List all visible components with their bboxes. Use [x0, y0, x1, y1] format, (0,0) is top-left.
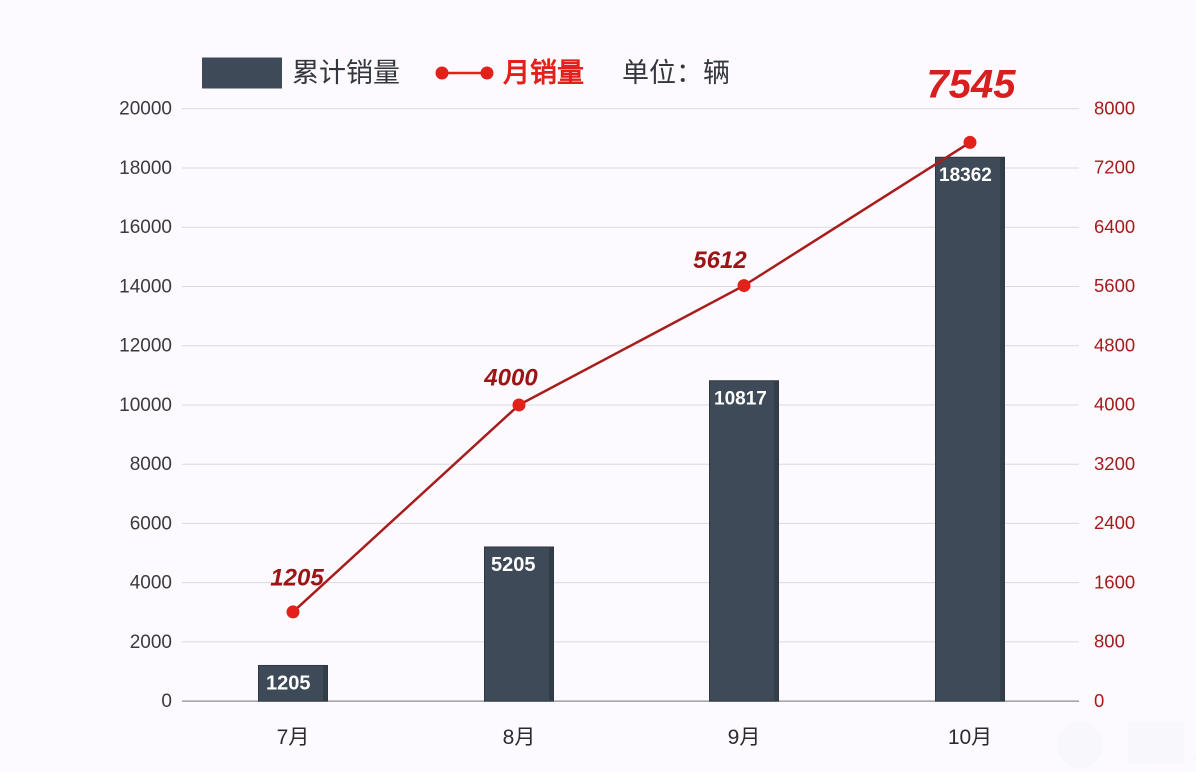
- svg-text:0: 0: [161, 691, 172, 712]
- svg-text:4000: 4000: [1094, 394, 1135, 415]
- svg-text:1205: 1205: [270, 565, 324, 592]
- svg-text:3200: 3200: [1094, 453, 1135, 474]
- svg-text:14000: 14000: [119, 276, 172, 297]
- svg-text:7200: 7200: [1094, 157, 1135, 178]
- svg-text:累计销量: 累计销量: [292, 58, 400, 88]
- svg-text:2400: 2400: [1094, 512, 1135, 533]
- svg-text:0: 0: [1094, 690, 1104, 711]
- svg-text:7月: 7月: [277, 726, 310, 749]
- svg-text:月销量: 月销量: [502, 58, 584, 88]
- svg-text:7545: 7545: [927, 63, 1017, 107]
- svg-text:8月: 8月: [503, 726, 536, 749]
- svg-text:10000: 10000: [119, 395, 172, 416]
- svg-text:800: 800: [1094, 631, 1125, 652]
- svg-text:20000: 20000: [119, 99, 172, 120]
- svg-text:5205: 5205: [491, 554, 536, 576]
- svg-text:8000: 8000: [1094, 98, 1135, 119]
- svg-text:5600: 5600: [1094, 275, 1135, 296]
- svg-text:单位：辆: 单位：辆: [622, 58, 730, 88]
- svg-text:2000: 2000: [130, 632, 172, 653]
- svg-text:18362: 18362: [939, 165, 992, 186]
- svg-text:6400: 6400: [1094, 216, 1135, 237]
- svg-text:4800: 4800: [1094, 334, 1135, 355]
- svg-text:1600: 1600: [1094, 571, 1135, 592]
- svg-text:16000: 16000: [119, 217, 172, 238]
- svg-text:9月: 9月: [728, 726, 761, 749]
- svg-text:4000: 4000: [483, 365, 538, 392]
- svg-text:4000: 4000: [130, 573, 172, 594]
- svg-text:5612: 5612: [693, 247, 747, 274]
- svg-text:6000: 6000: [130, 513, 172, 534]
- svg-text:10817: 10817: [714, 389, 767, 410]
- svg-text:10月: 10月: [948, 726, 992, 749]
- svg-text:8000: 8000: [130, 454, 172, 475]
- svg-text:1205: 1205: [266, 673, 311, 695]
- svg-text:18000: 18000: [119, 158, 172, 179]
- svg-text:12000: 12000: [119, 336, 172, 357]
